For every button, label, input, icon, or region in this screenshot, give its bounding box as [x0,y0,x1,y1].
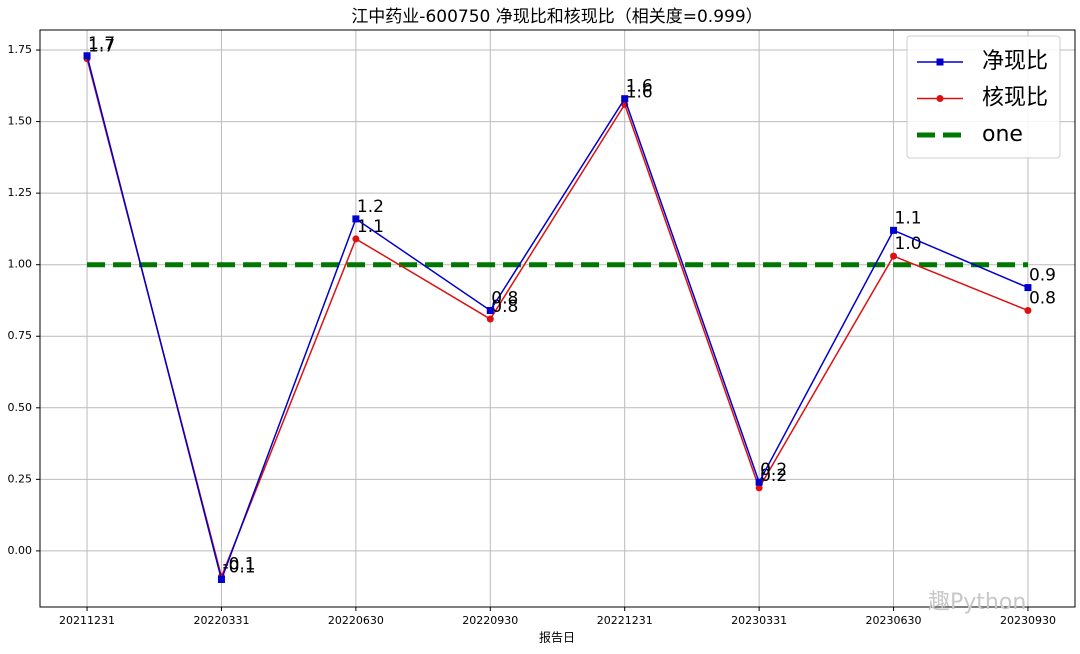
data-label: 1.7 [88,37,115,57]
x-axis-label: 报告日 [539,630,575,645]
y-tick-label: 1.00 [8,258,33,271]
data-label: 0.8 [491,288,518,308]
x-tick-label: 20220930 [462,614,518,627]
data-label: 0.8 [1029,288,1056,308]
marker [755,478,763,486]
chart-title: 江中药业-600750 净现比和核现比（相关度=0.999） [351,7,762,27]
data-label: 1.1 [895,208,922,228]
y-tick-label: 0.00 [8,544,33,557]
y-tick-label: 1.25 [8,186,33,199]
legend-label: one [982,122,1023,147]
legend-marker [936,58,944,66]
y-tick-label: 1.50 [8,115,33,128]
x-tick-label: 20211231 [59,614,115,627]
marker [890,252,898,260]
data-label: 0.8 [491,297,518,317]
marker [621,95,629,103]
y-tick-label: 0.25 [8,472,33,485]
legend-frame [906,35,1061,159]
x-tick-label: 20230930 [1000,614,1056,627]
data-label: 0.2 [760,460,787,480]
marker [83,52,91,60]
data-label: 1.7 [88,34,115,54]
legend-marker [936,95,944,102]
x-tick-label: 20220331 [193,614,249,627]
data-label: 0.2 [760,466,787,486]
data-label: 0.9 [1029,266,1056,286]
marker [352,235,360,243]
legend-label: 核现比 [982,86,1048,111]
x-tick-label: 20230331 [731,614,787,627]
x-tick-label: 20230630 [866,614,922,627]
marker [1024,306,1032,314]
data-label: 1.1 [357,217,384,237]
data-label: -0.1 [222,558,255,578]
x-tick-label: 20221231 [597,614,653,627]
data-label: 1.2 [357,197,384,217]
marker [352,215,360,223]
marker [755,484,763,492]
watermark: 趣Python [928,590,1026,615]
marker [217,576,225,584]
series-line [86,55,1029,583]
data-label: -0.1 [222,555,255,575]
plot-frame [39,29,1076,608]
y-tick-label: 1.75 [8,43,33,56]
data-label: 1.6 [626,82,653,102]
x-tick-label: 20220630 [328,614,384,627]
data-label: 1.6 [626,77,653,97]
y-tick-label: 0.50 [8,401,33,414]
legend-label: 净现比 [982,49,1048,74]
y-tick-label: 0.75 [8,329,33,342]
marker [1024,284,1032,292]
marker [890,226,898,234]
marker [486,315,494,323]
marker [486,306,494,314]
